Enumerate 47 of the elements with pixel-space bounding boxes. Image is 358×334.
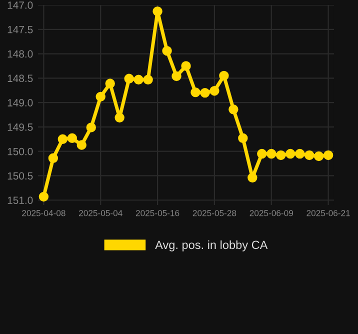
point bbox=[58, 134, 68, 144]
point bbox=[162, 46, 172, 56]
point bbox=[294, 148, 305, 159]
point bbox=[248, 172, 258, 183]
y-tick-label: 150.0 bbox=[8, 148, 33, 156]
y-tick-label: 148.5 bbox=[8, 74, 33, 82]
point bbox=[323, 150, 334, 160]
y-tick-label: 147.5 bbox=[8, 26, 33, 34]
point bbox=[105, 78, 115, 88]
x-tick-label: 2025-04-08 bbox=[22, 210, 66, 216]
point bbox=[181, 61, 191, 71]
point bbox=[257, 148, 267, 159]
point bbox=[276, 150, 286, 160]
y-tick-label: 149.5 bbox=[8, 123, 33, 131]
point bbox=[219, 70, 229, 81]
point bbox=[190, 87, 200, 98]
point bbox=[67, 133, 78, 144]
y-tick-label: 150.5 bbox=[8, 172, 33, 180]
point bbox=[48, 153, 58, 164]
point bbox=[314, 151, 324, 162]
point bbox=[238, 133, 248, 144]
point bbox=[266, 148, 276, 159]
legend-label: Avg. pos. in lobby CA bbox=[155, 240, 268, 252]
point bbox=[304, 150, 314, 160]
point bbox=[228, 104, 238, 114]
x-tick-label: 2025-06-21 bbox=[306, 210, 350, 216]
y-tick-label: 147.0 bbox=[8, 2, 33, 9]
y-tick-label: 149.0 bbox=[8, 99, 33, 106]
point bbox=[124, 74, 134, 84]
point bbox=[143, 74, 153, 84]
x-tick-label: 2025-05-04 bbox=[79, 210, 122, 216]
point bbox=[172, 71, 182, 82]
x-tick-label: 2025-05-16 bbox=[136, 210, 180, 216]
point bbox=[134, 74, 144, 84]
point bbox=[200, 88, 210, 98]
point bbox=[76, 140, 87, 150]
y-tick-label: 151.0 bbox=[8, 196, 33, 204]
point bbox=[210, 86, 220, 96]
point bbox=[152, 6, 162, 16]
point bbox=[38, 192, 49, 202]
x-tick-label: 2025-06-09 bbox=[250, 210, 294, 216]
point bbox=[86, 122, 96, 132]
x-tick-label: 2025-05-28 bbox=[192, 210, 236, 216]
point bbox=[96, 92, 106, 102]
point bbox=[114, 112, 124, 123]
point bbox=[285, 148, 296, 159]
y-tick-label: 148.0 bbox=[8, 50, 33, 58]
